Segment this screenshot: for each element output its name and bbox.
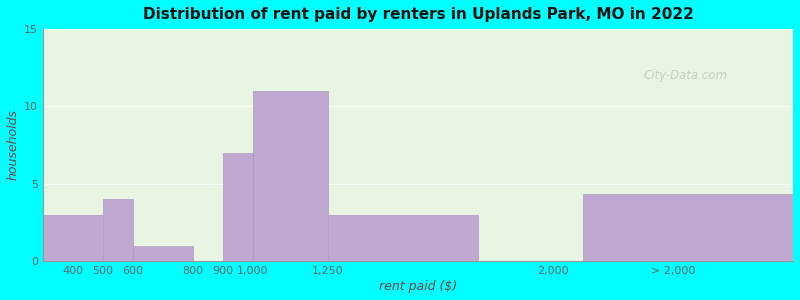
Bar [253, 91, 328, 261]
Bar [133, 245, 193, 261]
Bar [583, 194, 793, 261]
Bar [223, 153, 253, 261]
X-axis label: rent paid ($): rent paid ($) [379, 280, 457, 293]
Text: City-Data.com: City-Data.com [643, 69, 727, 82]
Bar [103, 199, 133, 261]
Bar [328, 214, 478, 261]
Y-axis label: households: households [7, 109, 20, 180]
Title: Distribution of rent paid by renters in Uplands Park, MO in 2022: Distribution of rent paid by renters in … [142, 7, 694, 22]
Bar [43, 214, 103, 261]
